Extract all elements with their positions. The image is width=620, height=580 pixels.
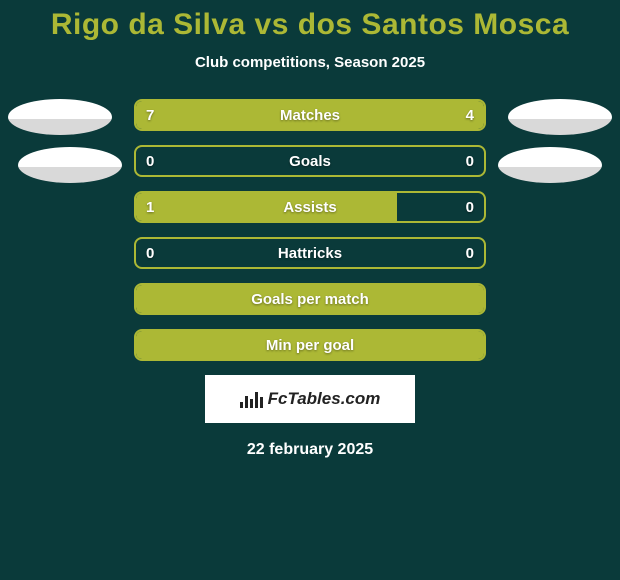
footer-date: 22 february 2025 xyxy=(0,441,620,459)
stat-fill-right xyxy=(357,101,484,129)
subtitle: Club competitions, Season 2025 xyxy=(0,54,620,71)
stat-row: Min per goal xyxy=(134,329,486,361)
stat-value-right: 0 xyxy=(466,147,474,175)
stat-fill-left xyxy=(136,101,357,129)
stat-row: Matches74 xyxy=(134,99,486,131)
stat-row: Assists10 xyxy=(134,191,486,223)
stat-fill-left xyxy=(136,193,397,221)
page-title: Rigo da Silva vs dos Santos Mosca xyxy=(0,8,620,42)
stat-fill-left xyxy=(136,331,484,359)
stat-rows: Matches74Goals00Assists10Hattricks00Goal… xyxy=(134,99,486,361)
stat-row: Goals per match xyxy=(134,283,486,315)
stat-label: Hattricks xyxy=(136,239,484,267)
stats-area: Matches74Goals00Assists10Hattricks00Goal… xyxy=(0,99,620,361)
stat-value-left: 0 xyxy=(146,239,154,267)
stat-fill-left xyxy=(136,285,484,313)
watermark: FcTables.com xyxy=(205,375,415,423)
player1-club-placeholder xyxy=(18,147,122,183)
player2-club-placeholder xyxy=(498,147,602,183)
stat-value-right: 0 xyxy=(466,239,474,267)
player2-avatar-placeholder xyxy=(508,99,612,135)
stat-label: Goals xyxy=(136,147,484,175)
stat-value-right: 0 xyxy=(466,193,474,221)
stat-row: Hattricks0 0 xyxy=(134,237,486,269)
player1-avatar-placeholder xyxy=(8,99,112,135)
comparison-card: Rigo da Silva vs dos Santos Mosca Club c… xyxy=(0,0,620,580)
watermark-text: FcTables.com xyxy=(268,389,381,409)
bar-chart-icon xyxy=(240,390,262,408)
stat-value-left: 0 xyxy=(146,147,154,175)
stat-row: Goals0 0 xyxy=(134,145,486,177)
